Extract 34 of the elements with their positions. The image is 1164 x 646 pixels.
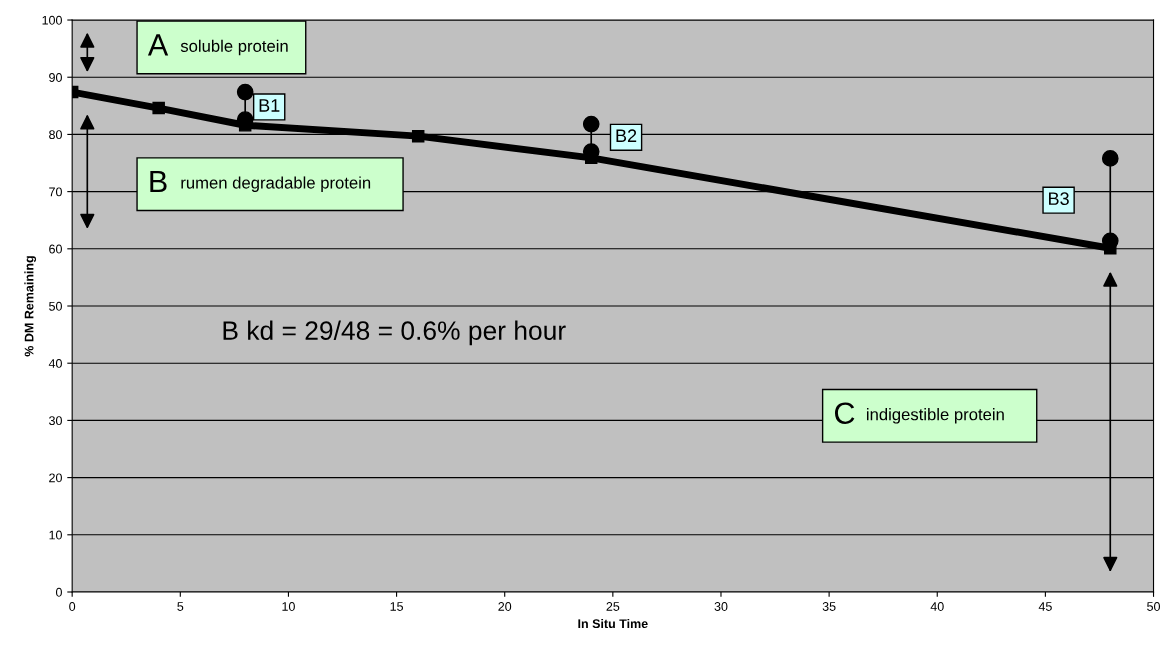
- x-axis-title: In Situ Time: [578, 618, 648, 629]
- y-tick-label: 80: [49, 130, 62, 140]
- annotation: B: [150, 171, 167, 193]
- y-tick-label: 0: [55, 587, 62, 597]
- x-tick-label: 25: [606, 602, 620, 611]
- annotation: soluble protein: [180, 39, 288, 56]
- annotation: indigestible protein: [867, 408, 1004, 424]
- y-tick-label: 10: [49, 530, 62, 540]
- y-tick-label: 30: [49, 416, 62, 426]
- y-axis-title: % DM Remaining: [24, 256, 37, 357]
- annotation: C: [834, 402, 855, 425]
- x-tick-label: 0: [69, 602, 76, 611]
- y-tick-label: 100: [42, 15, 62, 25]
- x-tick-label: 15: [390, 602, 403, 611]
- y-tick-label: 70: [49, 187, 62, 197]
- x-tick-label: 40: [930, 602, 944, 611]
- annotation: B2: [616, 129, 637, 142]
- y-tick-label: 60: [49, 244, 62, 254]
- y-tick-label: 50: [49, 301, 62, 311]
- y-tick-label: 40: [48, 359, 62, 368]
- annotation: B1: [259, 99, 280, 112]
- annotation: B kd = 29/48 = 0.6% per hour: [223, 320, 566, 346]
- y-tick-label: 90: [49, 73, 62, 82]
- annotation: B3: [1049, 192, 1069, 206]
- x-tick-label: 10: [282, 602, 295, 611]
- x-tick-label: 30: [714, 602, 728, 611]
- x-tick-label: 20: [498, 602, 512, 611]
- annotation: A: [147, 34, 169, 56]
- y-tick-label: 20: [49, 473, 62, 483]
- annotation: rumen degradable protein: [181, 176, 371, 192]
- x-tick-label: 5: [177, 602, 184, 611]
- x-tick-label: 45: [1038, 602, 1052, 611]
- x-tick-label: 50: [1147, 602, 1160, 611]
- x-tick-label: 35: [822, 602, 836, 611]
